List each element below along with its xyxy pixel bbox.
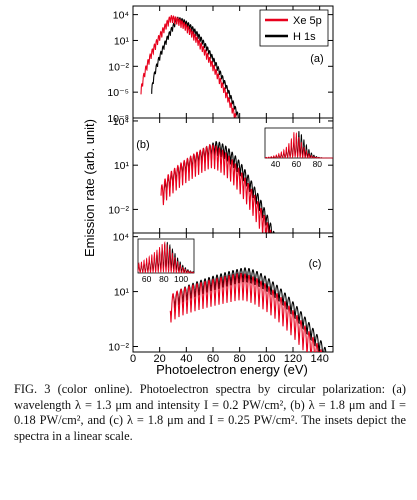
panel-label: (a) [310,53,323,65]
spectra-figure: 10⁴ 10¹ 10⁻² 10⁻⁵ 10⁻⁸ (a) 10⁴ 10¹ 10⁻² (b) 40 60 80… [82,5,334,377]
caption-label: FIG. 3 (color online). [14,382,133,396]
x-tick-label: 100 [257,353,275,365]
series-line-h-1s [151,16,240,118]
x-tick-label: 0 [130,353,136,365]
y-tick-label: 10⁻² [108,204,129,216]
series-line-xe-5p [160,143,272,233]
y-tick-label: 10¹ [114,35,130,47]
y-tick-label: 10⁴ [113,10,129,22]
legend-label-h: H 1s [293,31,316,43]
x-tick-label: 20 [154,353,166,365]
inset-x-tick-label: 100 [174,274,188,284]
caption-text: Photoelectron spectra by circular polari… [14,382,406,443]
inset-series-xe-5p [264,132,333,159]
legend: Xe 5p H 1s [259,9,329,47]
x-tick-label: 60 [207,353,219,365]
y-tick-label: 10⁻² [108,342,129,354]
panel-frame [132,232,334,353]
panel-label: (c) [309,258,322,270]
inset-x-tick-label: 40 [271,159,281,169]
inset-x-tick-label: 60 [292,159,302,169]
y-tick-label: 10¹ [114,287,130,299]
x-tick-label: 80 [234,353,246,365]
x-axis-label: Photoelectron energy (eV) [156,362,308,377]
y-tick-label: 10⁴ [113,232,129,244]
inset-x-tick-label: 80 [313,159,323,169]
x-tick-label: 120 [284,353,302,365]
inset-series-xe-5p [137,240,195,274]
x-tick-label: 140 [310,353,328,365]
y-tick-label: 10⁻⁸ [107,113,129,125]
y-axis-label: Emission rate (arb. unit) [82,119,97,257]
series-line-xe-5p [169,272,323,352]
legend-label-xe: Xe 5p [293,15,322,27]
inset-x-tick-label: 80 [159,274,169,284]
y-tick-label: 10⁻² [108,61,129,73]
series-line-xe-5p [140,14,237,118]
inset-x-tick-label: 60 [142,274,152,284]
y-tick-label: 10⁻⁵ [107,87,129,99]
y-tick-label: 10⁴ [113,116,129,128]
y-tick-label: 10¹ [114,160,130,172]
series-line-h-1s [172,267,328,352]
legend-box [259,9,329,47]
x-tick-label: 40 [180,353,192,365]
figure-caption: FIG. 3 (color online). Photoelectron spe… [14,382,406,444]
panel-label: (b) [136,139,149,151]
